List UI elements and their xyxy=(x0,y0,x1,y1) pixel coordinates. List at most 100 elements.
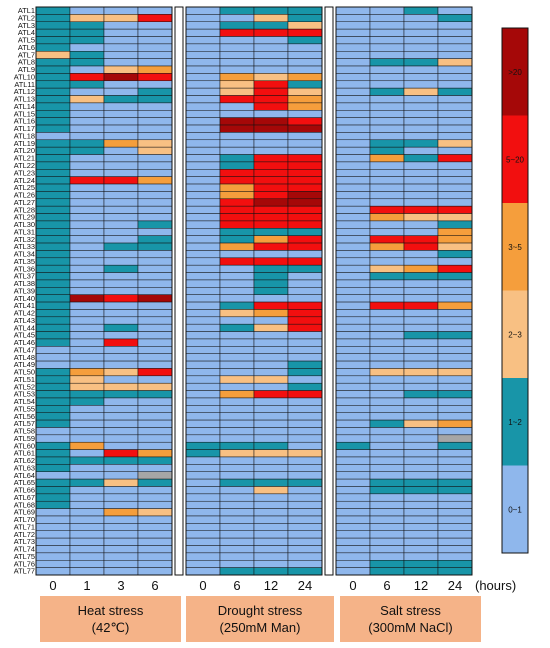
heatmap-cell xyxy=(403,235,439,244)
heatmap-cell xyxy=(103,390,139,399)
heatmap-cell xyxy=(103,6,139,15)
row-label: ATL69 xyxy=(14,508,35,517)
heatmap-cell xyxy=(185,272,221,281)
heatmap-cell xyxy=(103,508,139,517)
heatmap-cell xyxy=(185,338,221,347)
heatmap-cell xyxy=(437,353,473,362)
heatmap-cell xyxy=(103,486,139,495)
heatmap-cell xyxy=(69,279,105,288)
heatmap-cell xyxy=(437,235,473,244)
heatmap-cell xyxy=(137,405,173,413)
heatmap-cell xyxy=(185,508,221,517)
heatmap-cell xyxy=(185,169,221,177)
row-label: ATL3 xyxy=(18,21,35,30)
heatmap-cell xyxy=(253,500,289,509)
heatmap-cell xyxy=(335,560,371,568)
heatmap-cell xyxy=(185,456,221,465)
row-label: ATL15 xyxy=(14,109,35,118)
heatmap-cell xyxy=(103,331,139,340)
heatmap-cell xyxy=(403,95,439,104)
row-label: ATL38 xyxy=(14,279,35,288)
heatmap-cell xyxy=(219,287,255,295)
heatmap-cell xyxy=(137,375,173,384)
heatmap-cell xyxy=(253,36,289,45)
heatmap-cell xyxy=(369,560,405,568)
heatmap-cell xyxy=(137,191,173,200)
heatmap-cell xyxy=(369,360,405,369)
heatmap-cell xyxy=(335,73,371,82)
heatmap-cell xyxy=(69,390,105,399)
heatmap-cell xyxy=(69,360,105,369)
heatmap-cell xyxy=(437,515,473,524)
panel-gap-0 xyxy=(174,6,184,576)
heatmap-cell xyxy=(253,58,289,67)
heatmap-cell xyxy=(35,397,71,406)
heatmap-cell xyxy=(35,213,71,222)
heatmap-cell xyxy=(253,545,289,554)
heatmap-cell xyxy=(137,323,173,332)
heatmap-cell xyxy=(369,552,405,561)
heatmap-cell xyxy=(185,205,221,214)
heatmap-cell xyxy=(219,198,255,207)
row-label: ATL32 xyxy=(14,235,35,244)
row-label: ATL64 xyxy=(14,471,35,480)
row-label: ATL31 xyxy=(14,227,35,236)
row-label: ATL14 xyxy=(14,102,35,111)
heatmap-cell xyxy=(219,464,255,472)
row-label: ATL67 xyxy=(14,493,35,502)
row-label: ATL20 xyxy=(14,146,35,155)
heatmap-cell xyxy=(287,560,323,568)
heatmap-cell xyxy=(185,257,221,266)
heatmap-cell xyxy=(103,427,139,436)
heatmap-cell xyxy=(287,117,323,126)
heatmap-cell xyxy=(103,124,139,133)
heatmap-cell xyxy=(35,14,71,23)
legend-swatch xyxy=(502,465,528,553)
heatmap-cell xyxy=(219,412,255,421)
heatmap-cell xyxy=(69,250,105,259)
heatmap-cell xyxy=(403,338,439,347)
row-label: ATL77 xyxy=(14,567,35,576)
heatmap-cell xyxy=(69,117,105,126)
heatmap-cell xyxy=(103,132,139,141)
heatmap-cell xyxy=(35,530,71,539)
heatmap-cell xyxy=(335,102,371,111)
heatmap-cell xyxy=(287,471,323,480)
heatmap-cell xyxy=(69,552,105,561)
heatmap-cell xyxy=(335,427,371,436)
heatmap-cell xyxy=(69,264,105,273)
heatmap-cell xyxy=(287,6,323,15)
heatmap-cell xyxy=(103,220,139,229)
heatmap-cell xyxy=(335,80,371,89)
heatmap-cell xyxy=(287,537,323,546)
heatmap-cell xyxy=(35,478,71,487)
heatmap-cell xyxy=(335,279,371,288)
heatmap-cell xyxy=(185,183,221,192)
heatmap-cell xyxy=(103,95,139,104)
heatmap-cell xyxy=(219,390,255,399)
heatmap-cell xyxy=(185,375,221,384)
heatmap-cell xyxy=(69,397,105,406)
heatmap-cell xyxy=(185,323,221,332)
heatmap-cell xyxy=(437,405,473,413)
heatmap-cell xyxy=(185,161,221,170)
heatmap-cell xyxy=(253,353,289,362)
heatmap-cell xyxy=(185,154,221,163)
heatmap-cell xyxy=(219,36,255,45)
x-tick-label: 3 xyxy=(117,578,124,593)
heatmap-cell xyxy=(335,21,371,30)
heatmap-cell xyxy=(335,360,371,369)
heatmap-cell xyxy=(185,51,221,59)
heatmap-cell xyxy=(69,87,105,96)
x-tick-label: 12 xyxy=(264,578,278,593)
heatmap-cell xyxy=(69,21,105,30)
heatmap-cell xyxy=(137,257,173,266)
heatmap-cell xyxy=(369,449,405,458)
heatmap-cell xyxy=(437,486,473,495)
heatmap-cell xyxy=(35,139,71,148)
heatmap-cell xyxy=(69,530,105,539)
heatmap-cell xyxy=(403,287,439,295)
heatmap-cell xyxy=(137,471,173,480)
x-tick-label: 24 xyxy=(448,578,462,593)
heatmap-cell xyxy=(69,309,105,318)
